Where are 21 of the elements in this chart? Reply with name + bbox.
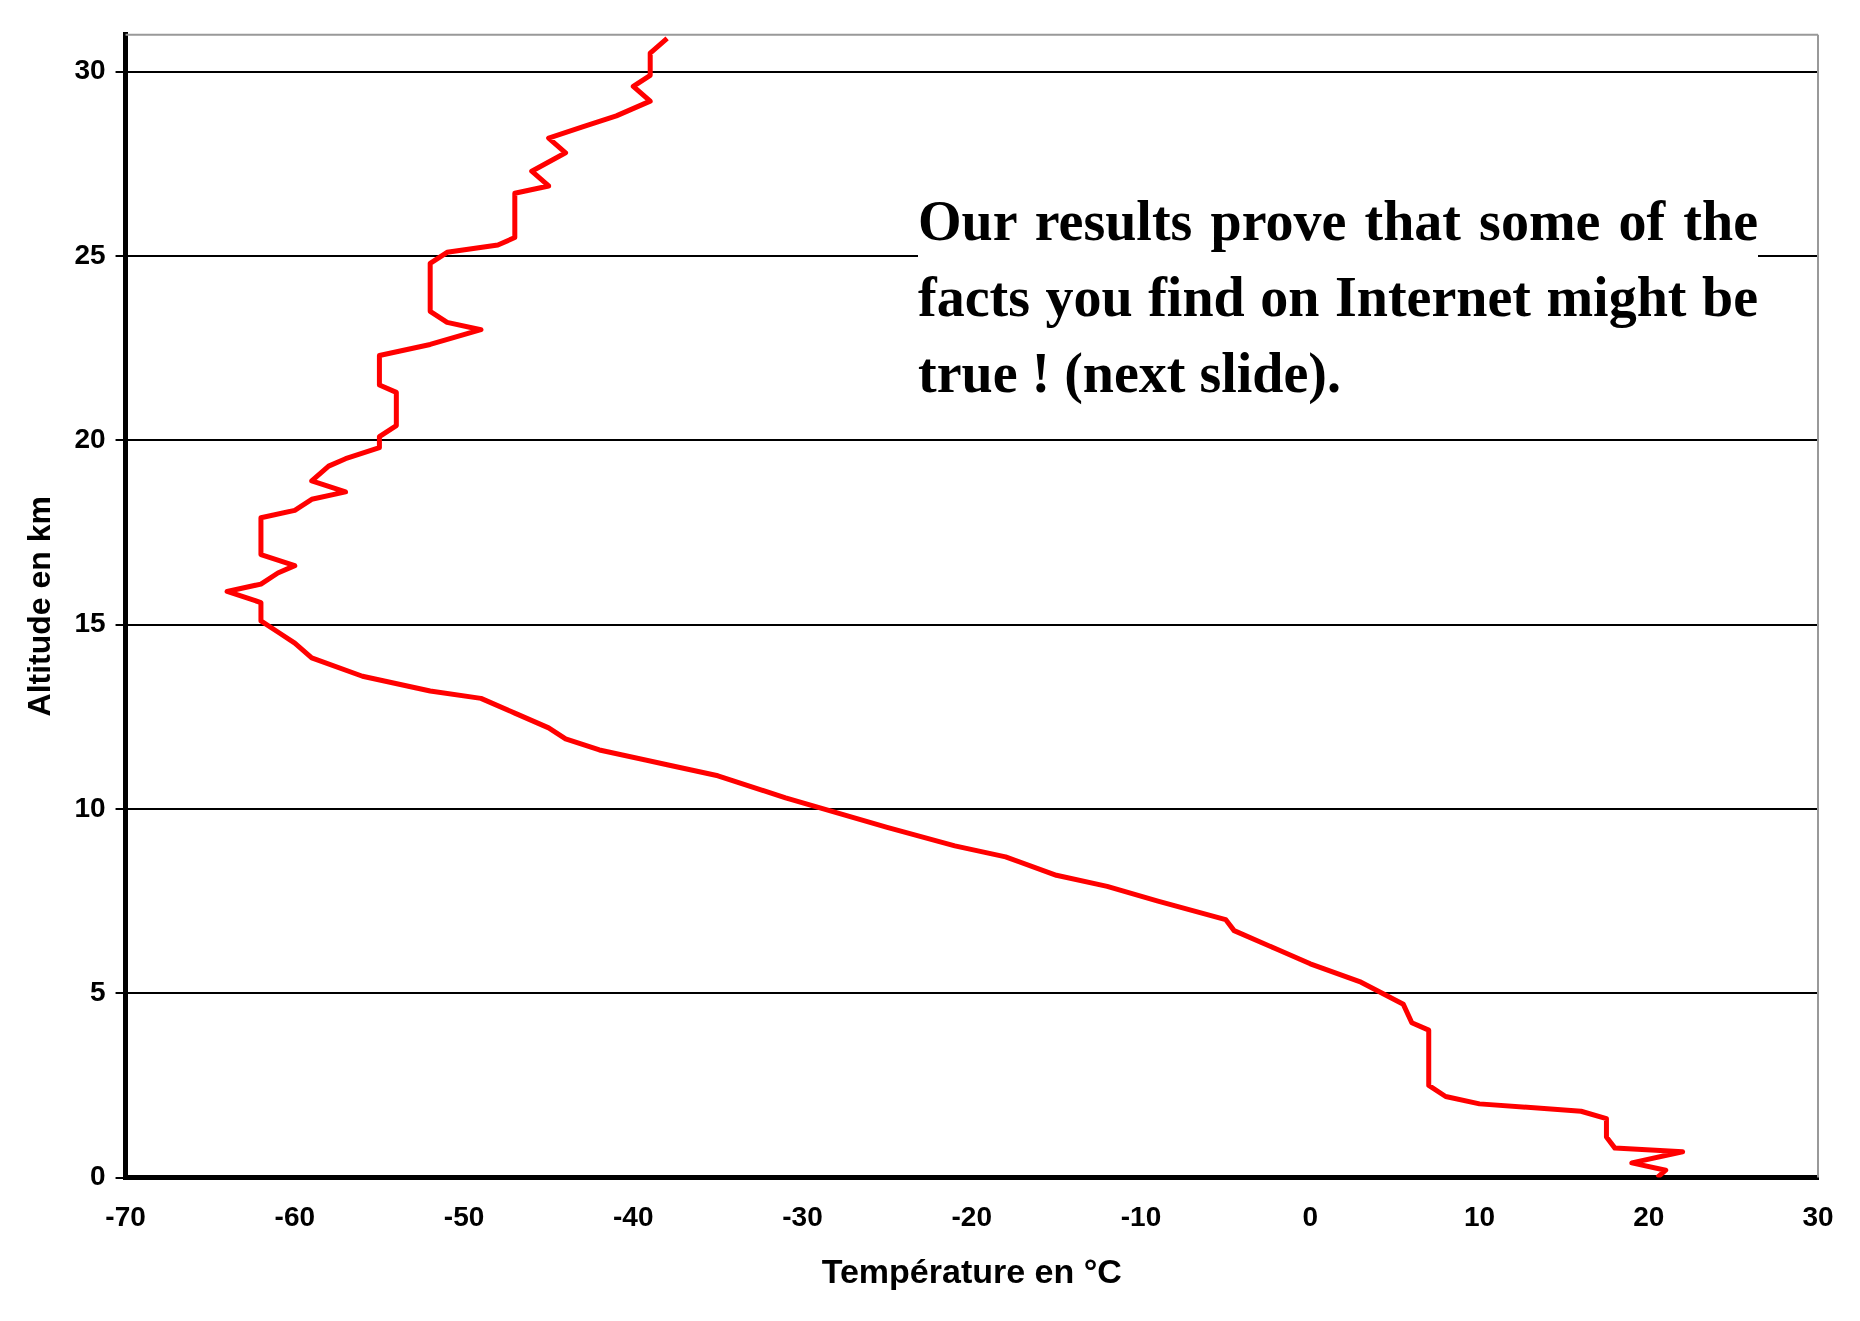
- x-tick-label: -40: [613, 1201, 654, 1233]
- y-tick-label: 10: [74, 791, 106, 823]
- x-tick-label: 10: [1463, 1201, 1496, 1233]
- x-axis-title: Température en °C: [821, 1251, 1122, 1290]
- x-tick-label: -70: [105, 1201, 146, 1233]
- y-tick-label: 20: [74, 423, 106, 455]
- y-tick-label: 5: [89, 976, 106, 1007]
- y-tick-label: 25: [74, 238, 106, 270]
- y-tick-label: 30: [74, 54, 106, 86]
- x-tick-label: -60: [274, 1201, 316, 1233]
- x-tick-label: 30: [1802, 1201, 1834, 1233]
- x-tick-label: -20: [951, 1201, 993, 1233]
- x-tick-label: -50: [443, 1201, 485, 1233]
- x-tick-label: -30: [782, 1201, 823, 1233]
- x-tick-label: 0: [1302, 1201, 1319, 1233]
- x-tick-label: -10: [1120, 1201, 1162, 1233]
- y-tick-label: 0: [89, 1160, 106, 1192]
- y-axis-title: Altitude en km: [21, 495, 58, 717]
- annotation: Our results prove that some of the facts you find on Internet might be true ! (next slide).: [918, 183, 1758, 411]
- y-tick-label: 15: [74, 607, 106, 639]
- x-tick-label: 20: [1633, 1201, 1665, 1233]
